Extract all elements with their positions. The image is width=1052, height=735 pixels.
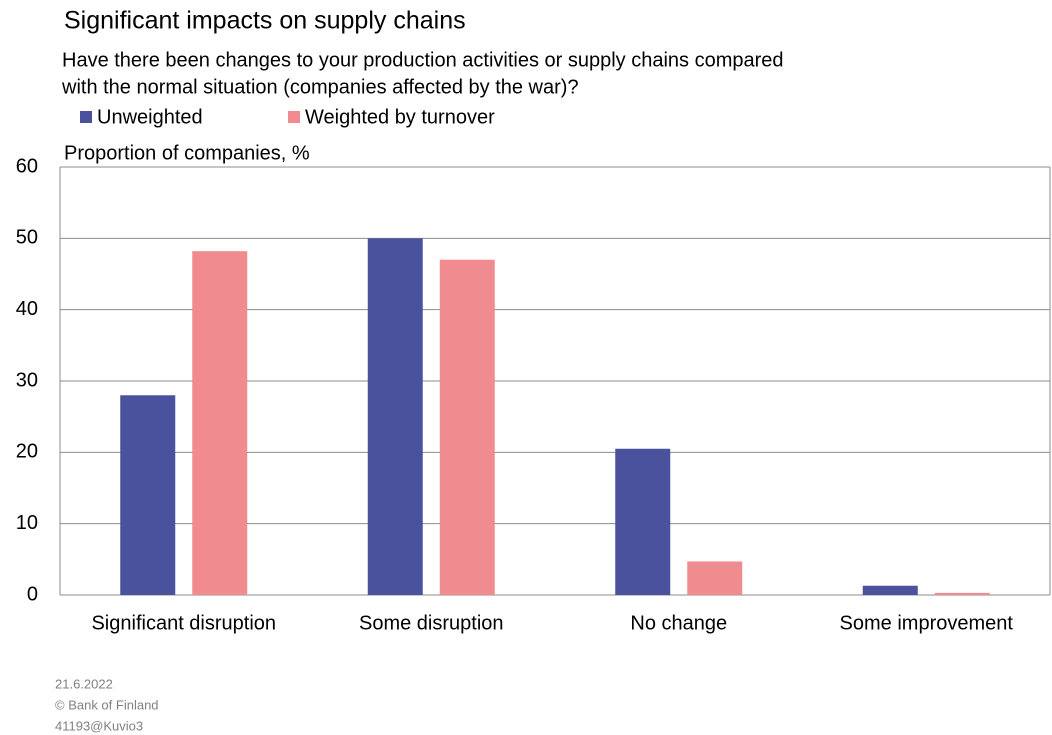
bar	[192, 251, 248, 595]
chart-subtitle: Have there been changes to your producti…	[62, 49, 784, 71]
y-tick-label: 30	[16, 369, 38, 391]
x-tick-label: Some improvement	[840, 612, 1014, 634]
x-tick-label: Some disruption	[359, 612, 504, 634]
x-tick-label: No change	[630, 612, 727, 634]
footnote: © Bank of Finland	[55, 697, 159, 712]
chart-subtitle: with the normal situation (companies aff…	[61, 76, 579, 98]
y-tick-label: 10	[16, 512, 38, 534]
footnote: 21.6.2022	[55, 676, 113, 691]
y-tick-label: 0	[27, 583, 38, 605]
y-tick-label: 60	[16, 155, 38, 177]
legend-label: Weighted by turnover	[305, 106, 495, 128]
footnote: 41193@Kuvio3	[55, 718, 143, 733]
y-tick-label: 20	[16, 441, 38, 463]
bar	[687, 561, 743, 595]
bar	[367, 238, 423, 596]
bar	[615, 448, 671, 595]
x-tick-label: Significant disruption	[91, 612, 276, 634]
bar	[120, 395, 176, 595]
y-tick-label: 50	[16, 227, 38, 249]
legend-swatch	[288, 111, 300, 123]
bar	[439, 259, 495, 595]
chart-title: Significant impacts on supply chains	[64, 7, 466, 35]
bar	[934, 592, 990, 595]
legend-label: Unweighted	[97, 106, 203, 128]
legend-swatch	[80, 111, 92, 123]
bar	[862, 585, 918, 595]
y-tick-label: 40	[16, 298, 38, 320]
y-axis-label: Proportion of companies, %	[64, 142, 310, 164]
